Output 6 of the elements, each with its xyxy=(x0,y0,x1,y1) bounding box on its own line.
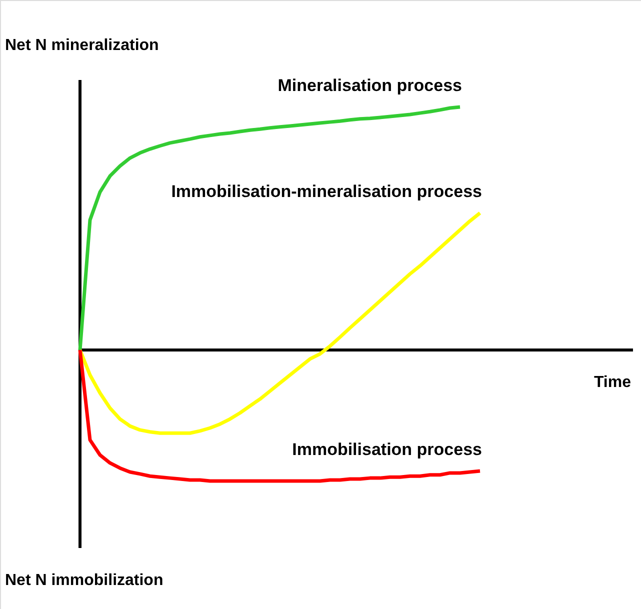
text: Time xyxy=(594,374,632,391)
series-label: Mineralisation process xyxy=(278,76,462,95)
y-axis-title: Net N mineralization xyxy=(5,37,159,54)
series-label: Immobilisation process xyxy=(292,440,482,460)
text: Net N immobilization xyxy=(5,572,164,589)
series-label: Immobilisation-mineralisation process xyxy=(171,182,482,201)
